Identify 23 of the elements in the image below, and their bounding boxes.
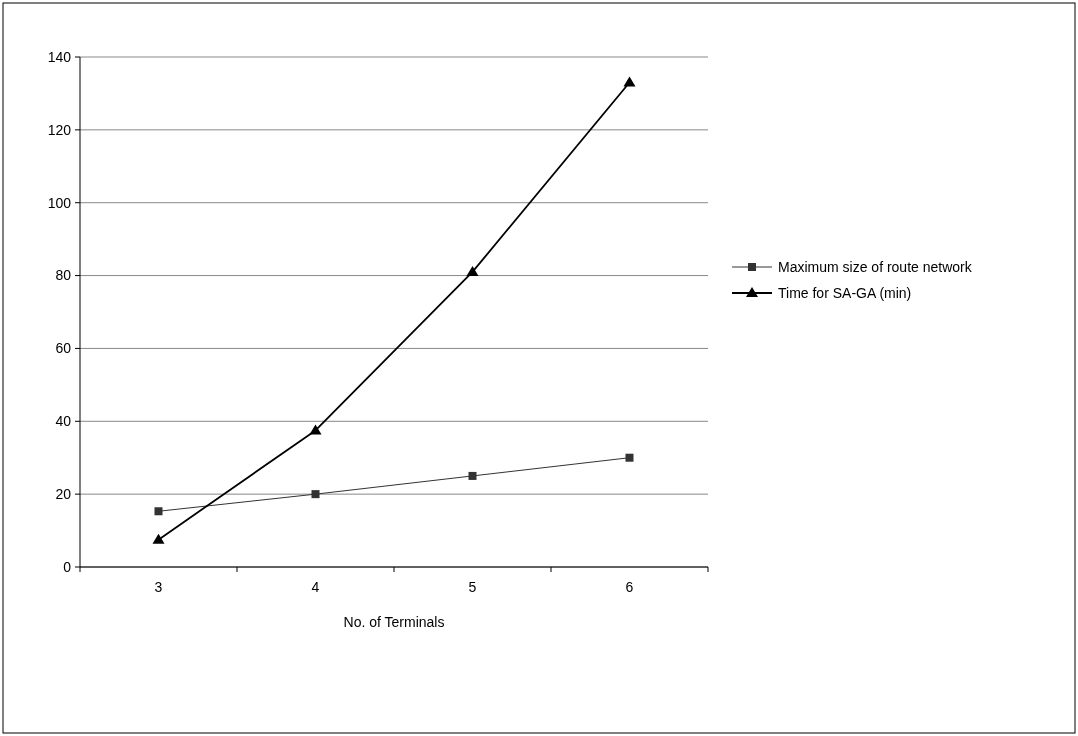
x-tick-label: 6 [625, 579, 634, 595]
x-tick-label: 3 [154, 579, 163, 595]
x-tick-label: 5 [468, 579, 477, 595]
point [466, 265, 479, 276]
point [309, 424, 322, 435]
legend-label: Maximum size of route network [778, 258, 973, 275]
legend-label: Time for SA-GA (min) [778, 284, 912, 301]
x-axis-title: No. of Terminals [343, 614, 445, 630]
point [152, 533, 165, 544]
y-tick-label: 120 [47, 121, 72, 138]
y-tick-label: 100 [47, 194, 72, 211]
x-tick-label: 4 [311, 579, 320, 595]
y-tick-label: 20 [55, 486, 72, 503]
point [311, 490, 320, 499]
point [468, 471, 477, 480]
y-tick-label: 140 [47, 48, 72, 65]
y-tick-label: 80 [55, 267, 72, 284]
y-tick-label: 0 [63, 558, 72, 575]
point [625, 453, 634, 462]
y-tick-label: 40 [55, 413, 72, 430]
point [154, 507, 163, 516]
y-tick-label: 60 [55, 340, 72, 357]
point [623, 76, 636, 87]
